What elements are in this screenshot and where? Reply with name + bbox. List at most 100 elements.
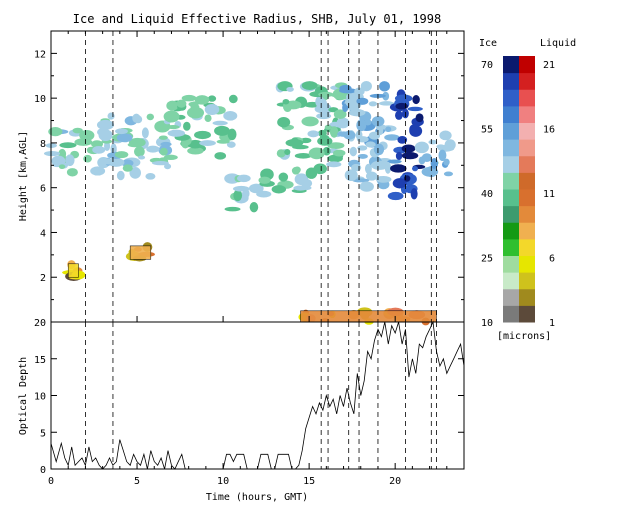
cloud-cell bbox=[301, 116, 319, 127]
colorbar-liquid-swatch bbox=[519, 238, 535, 256]
cloud-cell bbox=[443, 158, 450, 166]
y-tick-label: 2 bbox=[40, 273, 46, 284]
cloud-cell bbox=[421, 166, 439, 177]
cloud-cell bbox=[276, 149, 286, 158]
cloud-cell bbox=[385, 126, 392, 133]
x-tick-label: 10 bbox=[217, 476, 229, 487]
y-tick-label: 6 bbox=[40, 184, 46, 195]
cloud-cell bbox=[167, 129, 186, 137]
colorbar: Ice Liquid 70 55 40 25 10 21 16 11 6 1 [microns] bbox=[479, 38, 576, 342]
cloud-cell bbox=[329, 126, 339, 138]
y-tick-label: 8 bbox=[40, 139, 46, 150]
cloud-cell bbox=[316, 113, 332, 120]
cloud-cell bbox=[395, 110, 403, 120]
colorbar-liquid-tick: 11 bbox=[543, 189, 555, 200]
cloud-cell bbox=[357, 153, 368, 159]
colorbar-ice-swatch bbox=[503, 205, 519, 223]
cloud-cell bbox=[48, 127, 63, 137]
cloud-cell bbox=[282, 98, 290, 105]
cloud-cell bbox=[226, 141, 236, 148]
cloud-cell bbox=[166, 125, 180, 130]
cloud-cell bbox=[373, 143, 385, 156]
colorbar-liquid-swatch bbox=[519, 305, 535, 323]
y-tick-label: 4 bbox=[40, 228, 46, 239]
y-tick-label: 0 bbox=[40, 465, 46, 476]
cloud-region-ice bbox=[224, 168, 275, 213]
colorbar-liquid-tick: 6 bbox=[549, 254, 555, 265]
colorbar-liquid-swatch bbox=[519, 189, 535, 207]
colorbar-units: [microns] bbox=[497, 331, 551, 342]
cloud-cell bbox=[96, 119, 115, 130]
colorbar-liquid-swatch bbox=[519, 139, 535, 157]
colorbar-ice-swatch bbox=[503, 238, 519, 256]
cloud-cell bbox=[414, 141, 429, 154]
cloud-cell bbox=[214, 125, 230, 136]
optical-depth-panel: 0 5 10 15 20 0 5 10 15 20 Optical Depth Time (ho… bbox=[18, 31, 465, 503]
cloud-region-ice bbox=[96, 112, 178, 181]
colorbar-ticks: 70 55 40 25 10 21 16 11 6 1 bbox=[481, 60, 555, 329]
vertical-marker-lines bbox=[85, 31, 437, 322]
colorbar-liquid-swatch bbox=[519, 89, 535, 107]
cloud-cell bbox=[107, 112, 115, 120]
cloud-cell bbox=[308, 147, 325, 160]
x-tick-label: 5 bbox=[134, 476, 140, 487]
colorbar-liquid-swatch bbox=[519, 172, 535, 190]
cloud-cell bbox=[59, 142, 77, 149]
cloud-cell bbox=[308, 169, 317, 175]
time-axis-label: Time (hours, GMT) bbox=[206, 492, 308, 503]
cloud-cell bbox=[277, 116, 291, 128]
colorbar-liquid-swatch bbox=[519, 105, 535, 123]
cloud-cell bbox=[345, 95, 357, 108]
cloud-cell bbox=[214, 152, 227, 160]
cloud-cell bbox=[412, 165, 419, 172]
colorbar-ice-tick: 70 bbox=[481, 60, 493, 71]
colorbar-ice-swatch bbox=[503, 139, 519, 157]
cloud-cell bbox=[443, 171, 454, 177]
cloud-cell bbox=[407, 106, 423, 112]
height-axis: 2 4 6 8 10 12 bbox=[34, 49, 464, 301]
cloud-cell bbox=[116, 170, 125, 181]
cloud-cell bbox=[301, 179, 313, 188]
cloud-cell bbox=[333, 149, 346, 157]
cloud-cell bbox=[158, 135, 168, 140]
cloud-cell bbox=[387, 159, 402, 164]
liquid-layer bbox=[67, 263, 79, 278]
cloud-cell bbox=[249, 201, 259, 213]
colorbar-ice-swatch bbox=[503, 222, 519, 240]
cloud-cell bbox=[368, 131, 381, 140]
cloud-cell bbox=[343, 130, 356, 140]
cloud-cell bbox=[379, 81, 390, 92]
cloud-cell bbox=[364, 163, 372, 174]
cloud-cell bbox=[410, 188, 418, 200]
cloud-cell bbox=[392, 178, 407, 189]
cloud-cell bbox=[181, 94, 197, 102]
optical-depth-series bbox=[50, 320, 465, 470]
cloud-cell bbox=[186, 106, 205, 119]
cloud-cell bbox=[223, 111, 238, 121]
cloud-cell bbox=[83, 154, 92, 163]
y-tick-label: 12 bbox=[34, 49, 46, 60]
cloud-cell bbox=[72, 127, 83, 134]
cloud-cell bbox=[79, 129, 95, 141]
colorbar-ice-swatch bbox=[503, 305, 519, 323]
cloud-cell bbox=[291, 166, 300, 175]
cloud-cell bbox=[146, 145, 160, 153]
cloud-field bbox=[43, 81, 456, 326]
cloud-cell bbox=[159, 147, 168, 156]
cloud-cell bbox=[307, 130, 320, 138]
cloud-cell bbox=[204, 114, 212, 123]
colorbar-liquid-tick: 1 bbox=[549, 318, 555, 329]
cloud-cell bbox=[233, 189, 243, 202]
colorbar-ice-tick: 10 bbox=[481, 318, 493, 329]
colorbar-liquid-swatch bbox=[519, 288, 535, 306]
cloud-region-ice bbox=[414, 130, 456, 178]
height-axis-label: Height [km,AGL] bbox=[18, 131, 29, 221]
cloud-cell bbox=[370, 160, 389, 170]
cloud-cell bbox=[152, 161, 169, 166]
colorbar-liquid-swatch bbox=[519, 122, 535, 140]
cloud-cell bbox=[395, 151, 403, 161]
colorbar-ice-tick: 25 bbox=[481, 254, 493, 265]
colorbar-liquid-swatch bbox=[519, 205, 535, 223]
cloud-cell bbox=[90, 166, 106, 176]
cloud-cell bbox=[359, 181, 374, 192]
